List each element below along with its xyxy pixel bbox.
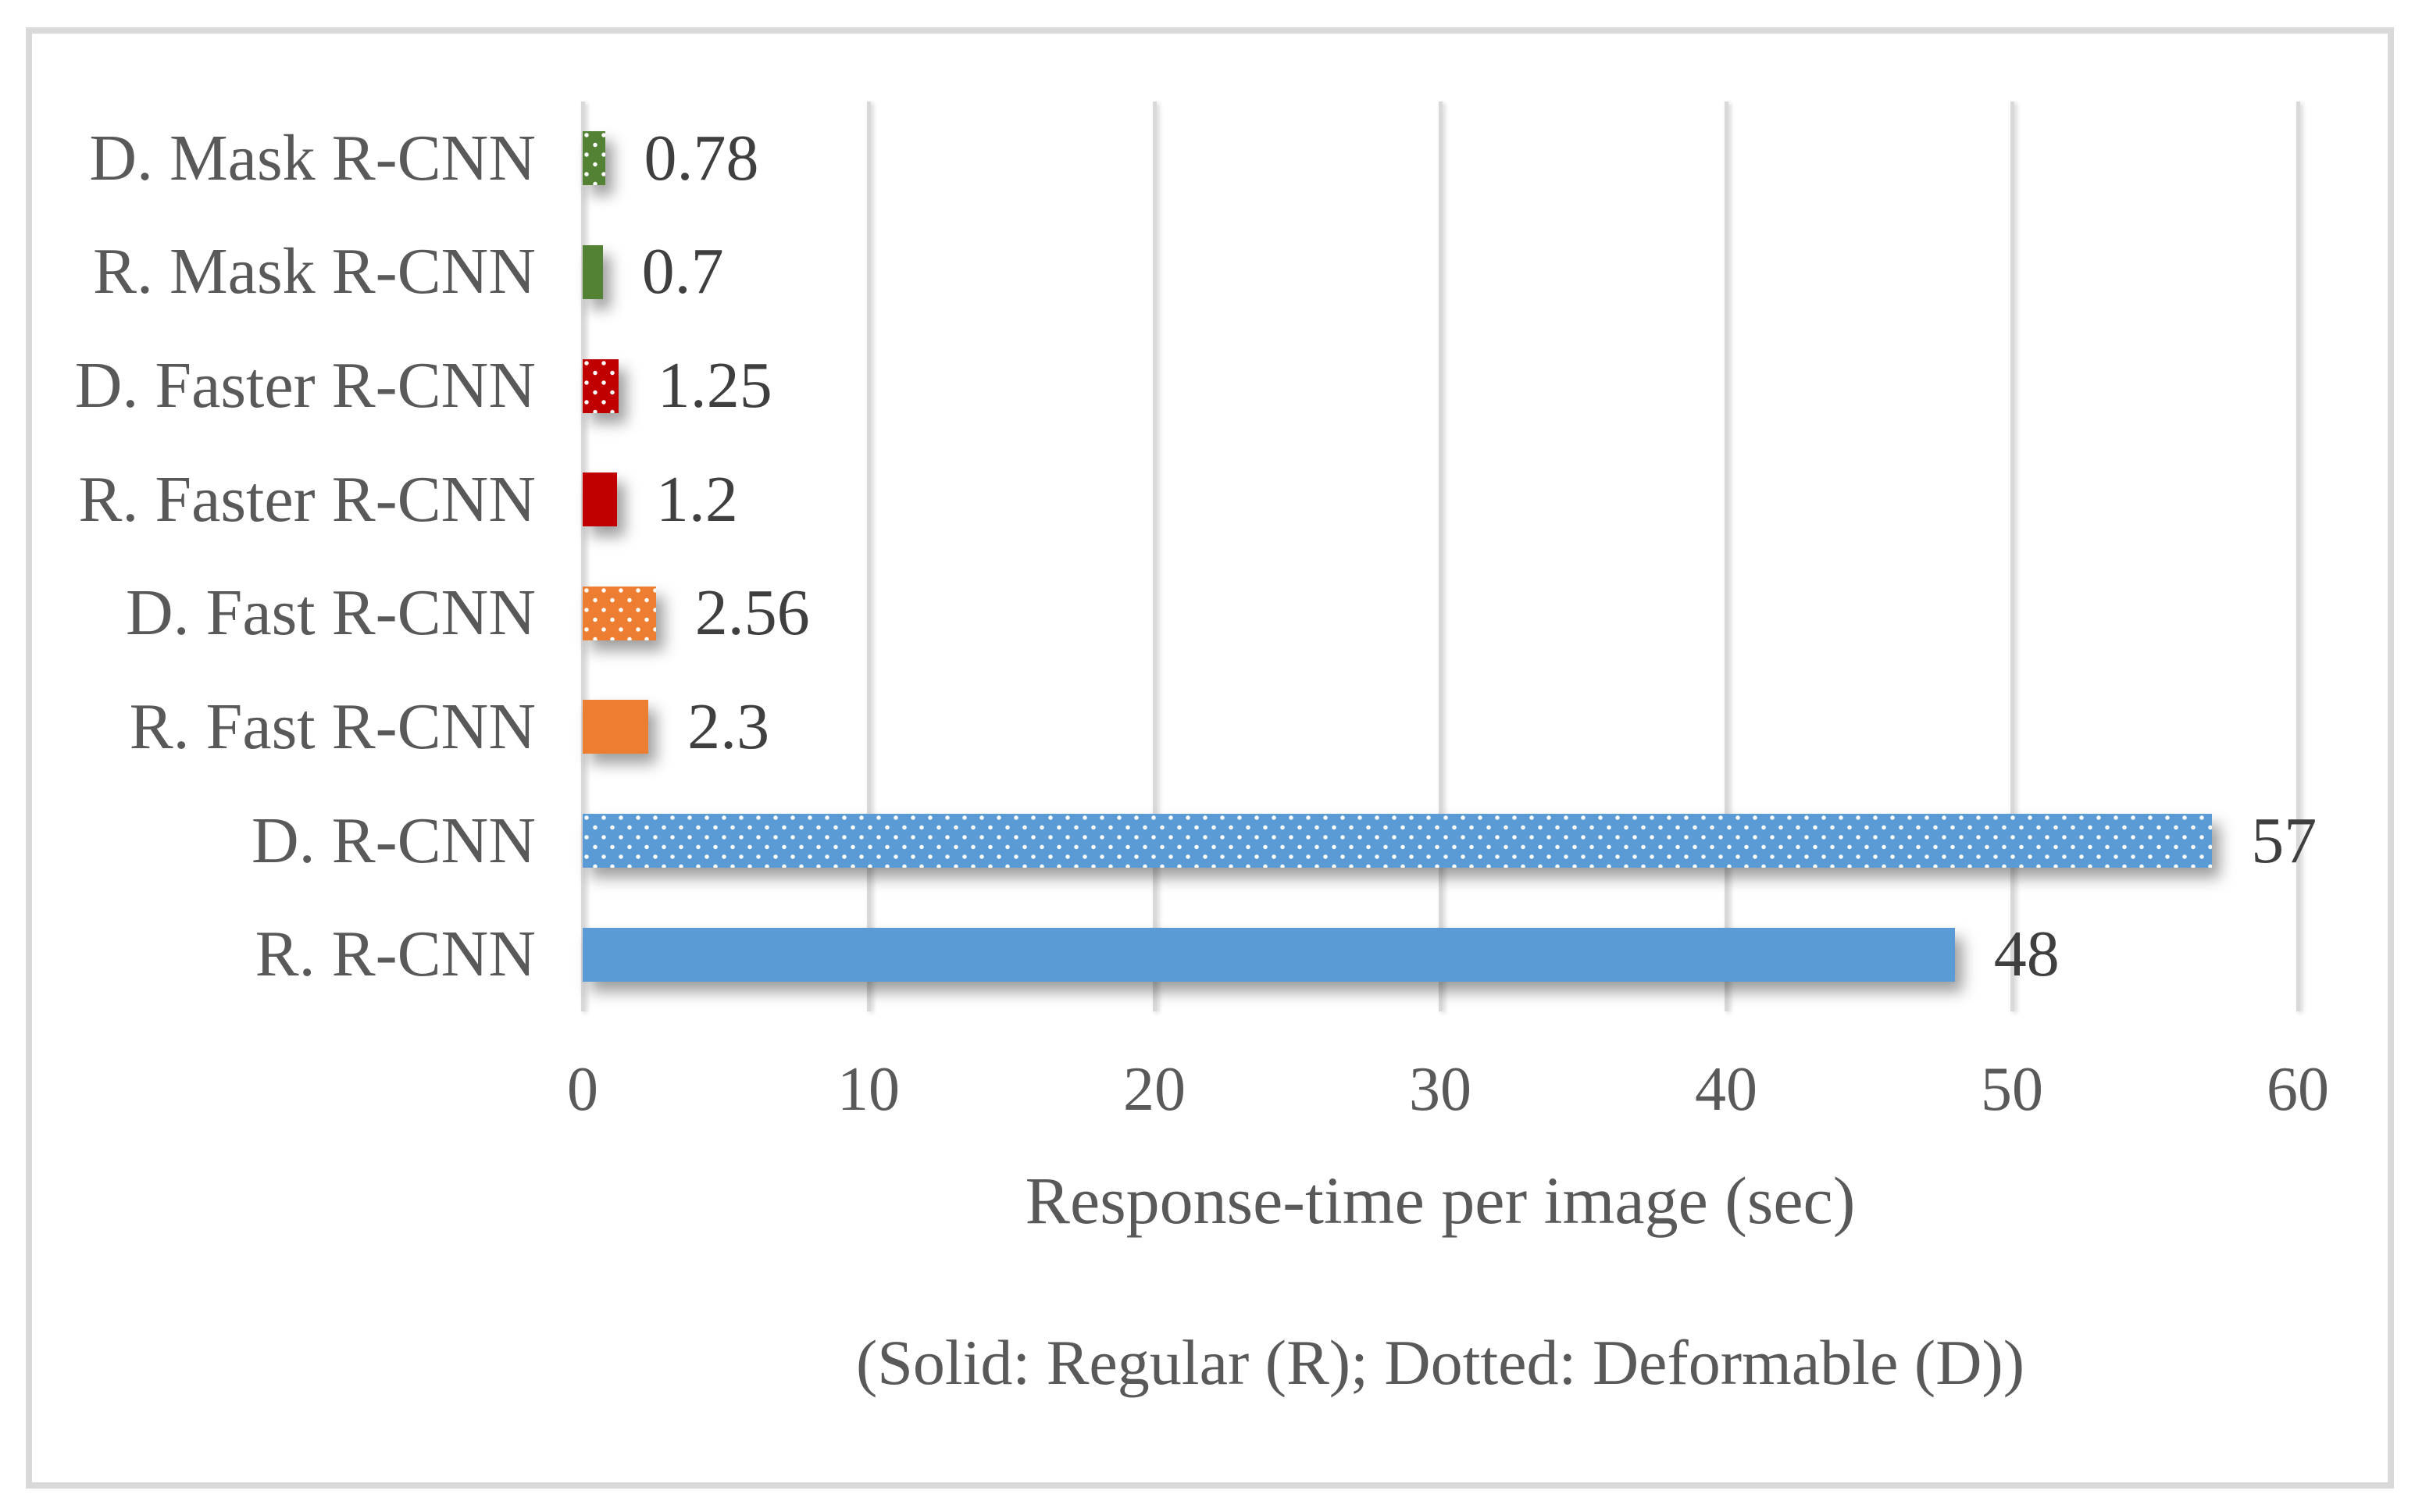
gridline-60 xyxy=(2295,102,2300,1011)
gridline-50 xyxy=(2010,102,2014,1011)
gridline-30 xyxy=(1438,102,1443,1011)
gridline-0 xyxy=(580,102,585,1011)
bar-row-d-mask-r-cnn: 0.78 xyxy=(583,102,2298,216)
category-label-d-mask-r-cnn: D. Mask R-CNN xyxy=(89,121,536,194)
bar-r-faster-r-cnn xyxy=(583,472,617,527)
value-label-r-mask-r-cnn: 0.7 xyxy=(641,235,724,308)
category-label-d-faster-r-cnn: D. Faster R-CNN xyxy=(74,349,536,423)
plot-area: 0.78 0.7 1.25 1.2 2.56 2.3 xyxy=(580,102,2317,1011)
bar-row-d-r-cnn: 57 xyxy=(583,784,2317,898)
bar-row-d-faster-r-cnn: 1.25 xyxy=(583,329,2298,443)
bar-rows: 0.78 0.7 1.25 1.2 2.56 2.3 xyxy=(583,102,2317,1011)
chart-caption: (Solid: Regular (R); Dotted: Deformable … xyxy=(855,1327,2025,1398)
category-label-d-r-cnn: D. R-CNN xyxy=(251,804,536,877)
category-label-d-fast-r-cnn: D. Fast R-CNN xyxy=(125,576,536,650)
category-label-r-fast-r-cnn: R. Fast R-CNN xyxy=(129,690,536,763)
bar-d-r-cnn xyxy=(583,814,2213,868)
bar-row-r-fast-r-cnn: 2.3 xyxy=(583,670,2298,784)
bar-d-fast-r-cnn xyxy=(583,586,656,640)
value-label-d-faster-r-cnn: 1.25 xyxy=(657,349,772,423)
x-tick-60: 60 xyxy=(2267,1055,2329,1124)
x-axis-tick-labels: 0 10 20 30 40 50 60 xyxy=(567,1055,2329,1136)
bar-r-mask-r-cnn xyxy=(583,244,603,299)
x-tick-40: 40 xyxy=(1695,1055,1757,1124)
x-tick-20: 20 xyxy=(1123,1055,1186,1124)
bar-row-r-r-cnn: 48 xyxy=(583,897,2298,1011)
value-label-d-mask-r-cnn: 0.78 xyxy=(644,121,759,194)
x-tick-10: 10 xyxy=(837,1055,900,1124)
gridline-20 xyxy=(1152,102,1157,1011)
value-label-r-fast-r-cnn: 2.3 xyxy=(687,690,770,763)
category-label-r-faster-r-cnn: R. Faster R-CNN xyxy=(78,462,536,536)
gridline-10 xyxy=(866,102,871,1011)
x-tick-50: 50 xyxy=(1981,1055,2043,1124)
bar-row-r-faster-r-cnn: 1.2 xyxy=(583,443,2298,557)
bar-d-faster-r-cnn xyxy=(583,358,619,413)
value-label-r-r-cnn: 48 xyxy=(1993,918,2060,991)
x-axis-title: Response-time per image (sec) xyxy=(1025,1163,1856,1238)
category-label-r-mask-r-cnn: R. Mask R-CNN xyxy=(92,235,536,308)
category-axis: D. Mask R-CNN R. Mask R-CNN D. Faster R-… xyxy=(26,102,536,1011)
bar-r-r-cnn xyxy=(583,927,1955,982)
value-label-r-faster-r-cnn: 1.2 xyxy=(655,462,738,536)
bar-r-fast-r-cnn xyxy=(583,700,649,754)
figure-border xyxy=(26,27,2394,1489)
value-label-d-r-cnn: 57 xyxy=(2251,804,2317,877)
value-label-d-fast-r-cnn: 2.56 xyxy=(694,576,810,650)
x-tick-0: 0 xyxy=(567,1055,598,1124)
bar-row-d-fast-r-cnn: 2.56 xyxy=(583,557,2298,671)
bar-d-mask-r-cnn xyxy=(583,131,605,186)
gridline-40 xyxy=(1724,102,1728,1011)
bar-row-r-mask-r-cnn: 0.7 xyxy=(583,216,2298,330)
x-tick-30: 30 xyxy=(1409,1055,1471,1124)
category-label-r-r-cnn: R. R-CNN xyxy=(255,918,536,991)
